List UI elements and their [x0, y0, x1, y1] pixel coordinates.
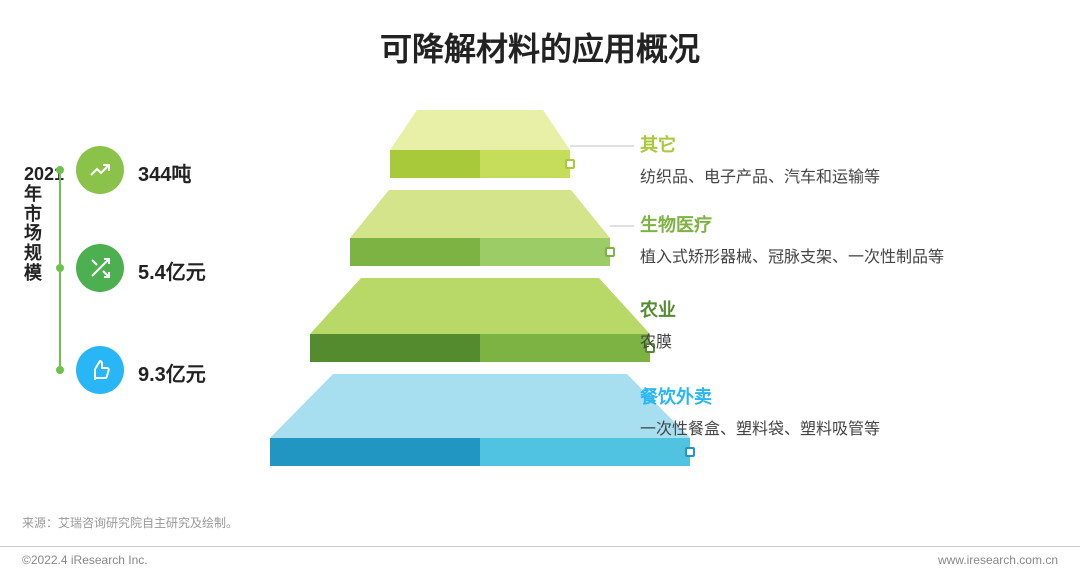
pyramid-layer-3	[270, 374, 690, 466]
metric-value-0: 344吨	[138, 158, 191, 187]
vertical-title: 2021年市场规模	[24, 165, 44, 284]
pyramid-layer-0	[390, 110, 570, 178]
metric-badge-2	[76, 346, 124, 394]
metric-badge-1	[76, 244, 124, 292]
footer-url: www.iresearch.com.cn	[938, 553, 1058, 567]
page-title: 可降解材料的应用概况	[0, 24, 1080, 70]
pyramid-layer-2	[310, 278, 650, 362]
footer: ©2022.4 iResearch Inc. www.iresearch.com…	[0, 546, 1080, 567]
pyramid-layer-1	[350, 190, 610, 266]
category-title-1: 生物医疗	[640, 211, 944, 237]
connector-1	[610, 225, 634, 227]
category-desc-0: 纺织品、电子产品、汽车和运输等	[640, 163, 880, 187]
category-desc-3: 一次性餐盒、塑料袋、塑料吸管等	[640, 415, 880, 439]
source-text: 来源：艾瑞咨询研究院自主研究及绘制。	[22, 514, 238, 531]
connector-0	[570, 145, 634, 147]
category-desc-1: 植入式矫形器械、冠脉支架、一次性制品等	[640, 243, 944, 267]
category-title-2: 农业	[640, 296, 676, 322]
metric-value-2: 9.3亿元	[138, 358, 206, 387]
category-3: 餐饮外卖 一次性餐盒、塑料袋、塑料吸管等	[640, 383, 880, 439]
copyright: ©2022.4 iResearch Inc.	[22, 553, 148, 567]
category-desc-2: 农膜	[640, 328, 676, 352]
metric-badge-0	[76, 146, 124, 194]
category-title-0: 其它	[640, 131, 880, 157]
category-1: 生物医疗 植入式矫形器械、冠脉支架、一次性制品等	[640, 211, 944, 267]
category-0: 其它 纺织品、电子产品、汽车和运输等	[640, 131, 880, 187]
category-title-3: 餐饮外卖	[640, 383, 880, 409]
metric-value-1: 5.4亿元	[138, 256, 206, 285]
category-2: 农业 农膜	[640, 296, 676, 352]
